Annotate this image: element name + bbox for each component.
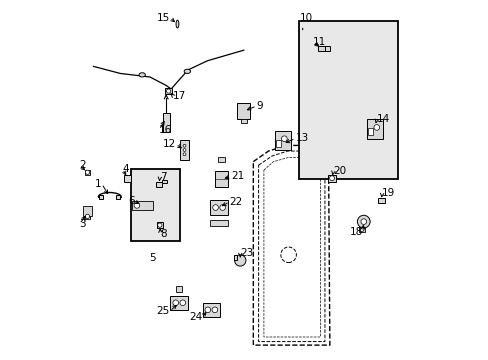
Circle shape	[180, 300, 185, 306]
Text: 20: 20	[333, 166, 346, 176]
Text: 25: 25	[156, 306, 169, 316]
Circle shape	[281, 136, 286, 141]
Bar	[131, 201, 152, 210]
Bar	[325, 46, 329, 51]
Text: 3: 3	[79, 219, 86, 229]
Bar	[210, 201, 227, 215]
Circle shape	[219, 205, 225, 210]
Text: 17: 17	[173, 91, 186, 101]
Text: 16: 16	[159, 125, 172, 135]
Bar	[116, 195, 120, 199]
Text: 10: 10	[299, 13, 312, 23]
Bar	[210, 220, 227, 226]
Bar	[162, 180, 166, 183]
Bar	[180, 140, 189, 160]
Circle shape	[360, 219, 366, 224]
Circle shape	[85, 170, 89, 174]
Bar	[170, 296, 188, 310]
Circle shape	[85, 214, 89, 219]
Circle shape	[359, 227, 364, 231]
Text: 23: 23	[240, 248, 253, 258]
Bar	[84, 214, 90, 219]
Text: 18: 18	[349, 227, 362, 237]
Bar	[358, 227, 364, 232]
Bar	[366, 120, 382, 139]
Text: 15: 15	[156, 13, 169, 23]
Text: 1: 1	[95, 179, 102, 189]
Bar	[123, 175, 131, 182]
Text: 7: 7	[160, 172, 166, 182]
Bar	[83, 207, 92, 216]
Circle shape	[234, 255, 245, 266]
Bar	[327, 175, 335, 182]
Bar	[275, 140, 281, 147]
Circle shape	[373, 125, 379, 130]
Text: 2: 2	[79, 160, 86, 170]
Text: 13: 13	[295, 133, 308, 143]
Circle shape	[173, 300, 178, 306]
Bar	[233, 256, 237, 260]
Circle shape	[183, 149, 185, 152]
Bar	[274, 131, 290, 150]
Bar	[176, 286, 182, 292]
Circle shape	[357, 215, 369, 228]
Bar	[367, 128, 373, 135]
Bar	[84, 170, 90, 175]
Bar	[317, 46, 324, 51]
Text: 12: 12	[162, 139, 175, 149]
Ellipse shape	[176, 20, 179, 28]
Circle shape	[204, 307, 210, 312]
Bar	[237, 103, 250, 119]
Ellipse shape	[139, 73, 145, 77]
Text: 8: 8	[160, 229, 167, 239]
Text: 11: 11	[313, 37, 326, 47]
Bar	[157, 222, 163, 228]
Bar	[218, 157, 224, 162]
Bar	[241, 119, 246, 123]
Circle shape	[212, 205, 218, 210]
Circle shape	[158, 223, 162, 227]
Bar	[299, 21, 397, 179]
Bar	[156, 182, 162, 187]
Text: 5: 5	[148, 253, 155, 263]
Ellipse shape	[184, 69, 190, 73]
Text: 14: 14	[376, 114, 389, 124]
Circle shape	[134, 203, 140, 208]
Bar	[165, 88, 171, 94]
Circle shape	[166, 89, 170, 93]
Text: 9: 9	[256, 101, 263, 111]
Text: 4: 4	[122, 164, 129, 174]
Text: 24: 24	[188, 312, 202, 322]
Text: 19: 19	[381, 188, 394, 198]
Text: 6: 6	[127, 196, 134, 206]
Text: 22: 22	[229, 197, 243, 207]
Circle shape	[183, 144, 185, 147]
Text: 21: 21	[231, 171, 244, 181]
Bar	[131, 169, 180, 241]
Circle shape	[329, 176, 334, 181]
Bar	[377, 198, 384, 203]
Circle shape	[212, 307, 217, 312]
Bar	[163, 113, 169, 132]
Bar	[214, 171, 228, 187]
Circle shape	[183, 153, 185, 156]
Bar	[202, 303, 220, 317]
Bar	[99, 195, 103, 199]
